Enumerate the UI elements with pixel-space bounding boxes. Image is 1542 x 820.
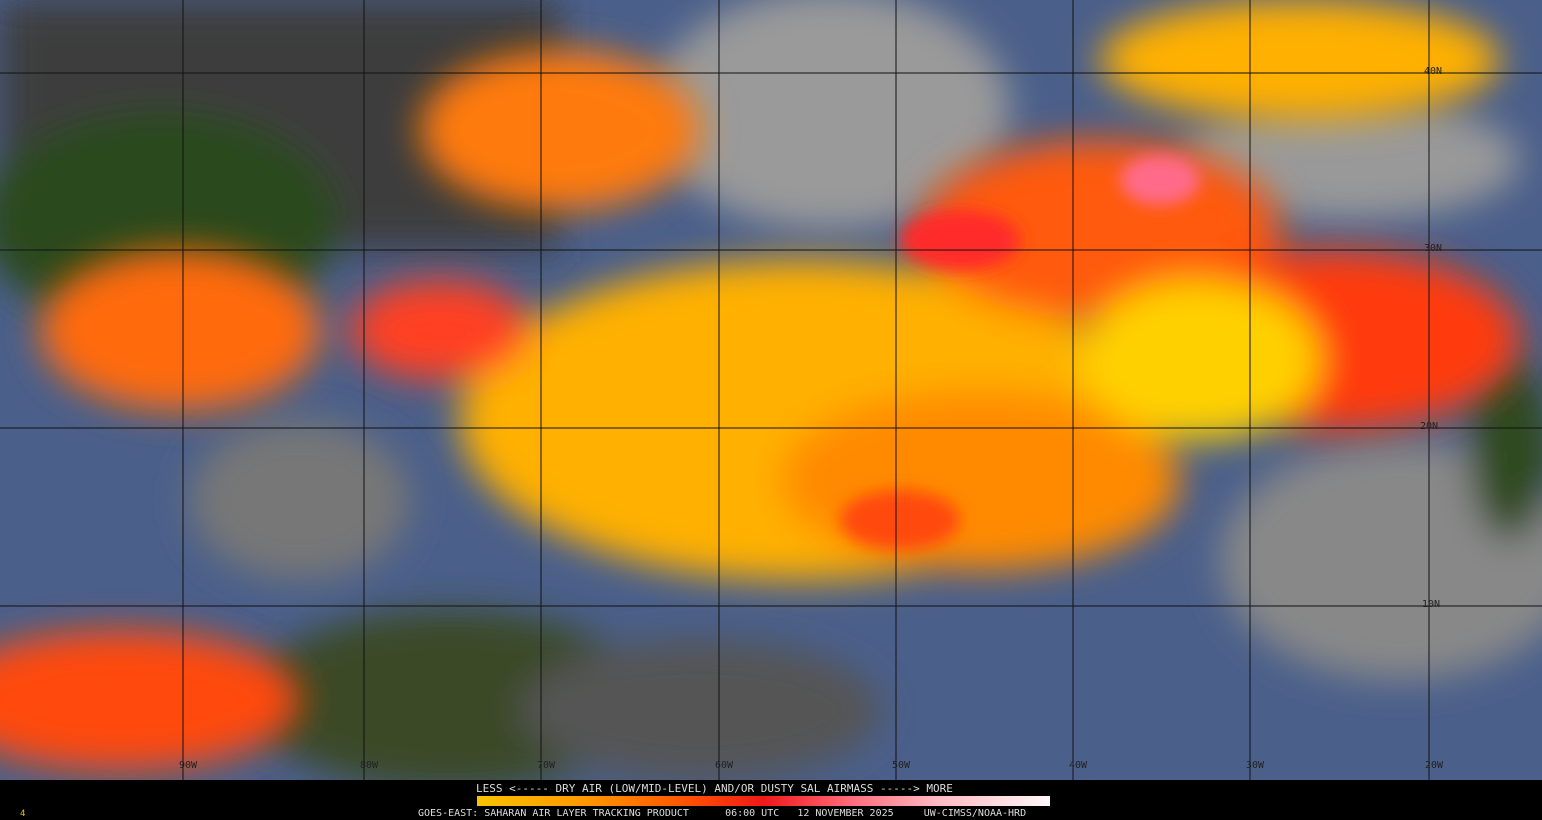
lat-label-30n: 30N bbox=[1424, 243, 1443, 254]
lon-label-80w: 80W bbox=[360, 760, 379, 771]
product-credit: UW-CIMSS/NOAA-HRD bbox=[923, 808, 1027, 819]
corner-mark: 4 bbox=[20, 809, 26, 819]
lon-label-90w: 90W bbox=[179, 760, 198, 771]
lon-label-70w: 70W bbox=[537, 760, 556, 771]
lat-lon-grid bbox=[0, 0, 1542, 780]
color-scale-bar bbox=[477, 796, 1050, 806]
lon-label-20w: 20W bbox=[1425, 760, 1444, 771]
legend-title: LESS <----- DRY AIR (LOW/MID-LEVEL) AND/… bbox=[476, 782, 953, 795]
product-name: GOES-EAST: SAHARAN AIR LAYER TRACKING PR… bbox=[418, 808, 689, 819]
dry-air-sal-layer bbox=[0, 0, 1520, 770]
lat-label-20n: 20N bbox=[1420, 421, 1439, 432]
legend-bar: 4 LESS <----- DRY AIR (LOW/MID-LEVEL) AN… bbox=[0, 780, 1542, 820]
lon-label-30w: 30W bbox=[1246, 760, 1265, 771]
satellite-map bbox=[0, 0, 1542, 780]
lon-label-40w: 40W bbox=[1069, 760, 1088, 771]
lat-label-40n: 40N bbox=[1424, 66, 1443, 77]
product-info-line: GOES-EAST: SAHARAN AIR LAYER TRACKING PR… bbox=[418, 808, 1026, 819]
lat-label-10n: 10N bbox=[1422, 599, 1441, 610]
lon-label-50w: 50W bbox=[892, 760, 911, 771]
product-time: 06:00 UTC bbox=[725, 808, 780, 819]
dry-air-core-layer bbox=[840, 155, 1200, 550]
lon-label-60w: 60W bbox=[715, 760, 734, 771]
product-date: 12 NOVEMBER 2025 bbox=[797, 808, 894, 819]
